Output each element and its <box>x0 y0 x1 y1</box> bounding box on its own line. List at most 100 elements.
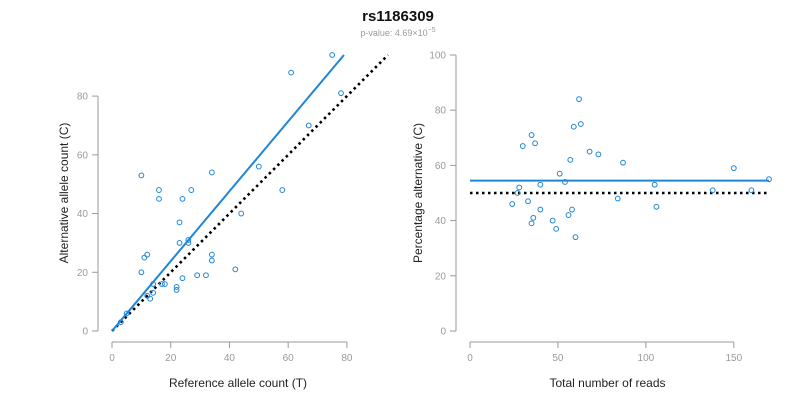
data-point <box>185 240 192 246</box>
data-point <box>565 212 572 218</box>
data-point <box>173 286 180 293</box>
subtitle-times: ×10 <box>412 28 427 38</box>
data-point <box>620 159 626 166</box>
data-point <box>255 163 262 170</box>
y-tick-label: 0 <box>82 327 88 338</box>
data-point <box>203 272 209 279</box>
data-point <box>176 219 183 226</box>
data-point <box>525 198 531 205</box>
data-point <box>305 122 312 129</box>
data-point <box>549 217 556 224</box>
y-tick-label: 80 <box>435 106 447 117</box>
subtitle-mantissa: 4.69 <box>395 28 413 38</box>
data-point <box>159 281 165 287</box>
data-point <box>138 269 145 276</box>
data-point <box>537 181 544 188</box>
y-tick-label: 60 <box>77 150 89 161</box>
data-point <box>123 310 130 317</box>
data-point <box>179 195 186 202</box>
data-point <box>144 292 151 299</box>
data-point <box>528 220 535 227</box>
data-point <box>595 151 602 158</box>
x-tick-label: 150 <box>725 353 742 364</box>
data-point <box>509 201 516 207</box>
data-point <box>147 295 154 302</box>
data-point <box>653 203 660 210</box>
subtitle-exponent: −5 <box>428 27 436 34</box>
data-point <box>208 251 215 258</box>
chart-title: rs1186309 <box>362 8 434 25</box>
subtitle-prefix: p-value: <box>360 28 395 38</box>
data-point <box>179 275 186 282</box>
data-point <box>173 284 180 290</box>
data-point <box>530 214 537 221</box>
data-point <box>232 266 239 273</box>
x-tick-label: 0 <box>467 353 473 364</box>
data-point <box>528 132 535 138</box>
data-point <box>194 272 201 279</box>
x-tick-label: 0 <box>109 353 115 364</box>
scatter-panel-allele-counts: 0 20 40 60 80 0 20 40 60 80 Reference allele count… <box>57 52 389 390</box>
x-tick-label: 20 <box>165 353 177 364</box>
y-tick-label: 60 <box>435 161 447 172</box>
data-point <box>537 206 544 213</box>
chart-subtitle: p-value: 4.69×10−5 <box>360 27 435 38</box>
x-axis-title: Total number of reads <box>549 376 665 390</box>
data-point <box>519 143 526 149</box>
data-point <box>570 123 577 130</box>
fit-line <box>111 54 345 332</box>
data-point <box>188 187 195 193</box>
data-point <box>562 179 568 185</box>
x-tick-label: 60 <box>283 353 295 364</box>
data-point <box>730 165 737 172</box>
data-point <box>288 69 295 76</box>
data-point <box>572 234 579 241</box>
y-axis-title: Alternative allele count (C) <box>57 123 71 264</box>
data-point <box>569 206 575 213</box>
y-tick-label: 80 <box>77 92 89 103</box>
data-point <box>141 254 148 261</box>
y-tick-label: 100 <box>429 51 446 62</box>
data-point <box>279 187 286 193</box>
data-point <box>532 140 538 147</box>
data-point <box>156 195 162 202</box>
data-point <box>614 195 621 202</box>
data-point <box>553 225 560 232</box>
data-point <box>150 281 157 287</box>
data-point <box>556 170 563 177</box>
data-point <box>576 96 582 103</box>
data-point <box>338 90 344 97</box>
data-point <box>208 257 215 264</box>
data-point <box>185 237 192 243</box>
data-point <box>709 187 716 194</box>
data-point <box>514 190 521 196</box>
x-tick-label: 80 <box>341 353 353 364</box>
y-axis-title: Percentage alternative (C) <box>411 123 425 263</box>
data-point <box>176 240 183 246</box>
data-point <box>766 176 772 183</box>
data-point <box>150 289 157 296</box>
x-axis-title: Reference allele count (T) <box>169 376 307 390</box>
data-point <box>586 148 593 155</box>
x-tick-label: 50 <box>552 353 564 364</box>
reference-line <box>111 54 389 332</box>
data-point <box>329 52 336 58</box>
data-point <box>567 156 574 163</box>
y-tick-label: 20 <box>435 271 447 282</box>
data-point <box>577 121 584 127</box>
data-point <box>748 187 755 194</box>
data-point <box>144 251 151 258</box>
data-point <box>117 319 124 326</box>
data-point <box>161 281 168 287</box>
data-point <box>238 210 245 217</box>
scatter-panel-percentage: 0 50 100 150 0 20 40 60 80 100 Total number of rea… <box>411 51 772 390</box>
y-tick-label: 20 <box>77 268 89 279</box>
data-point <box>156 187 162 193</box>
data-point <box>138 172 145 179</box>
data-point <box>208 169 215 176</box>
x-tick-label: 100 <box>638 353 655 364</box>
y-tick-label: 40 <box>77 209 89 220</box>
y-tick-label: 40 <box>435 216 447 227</box>
y-tick-label: 0 <box>440 327 446 338</box>
